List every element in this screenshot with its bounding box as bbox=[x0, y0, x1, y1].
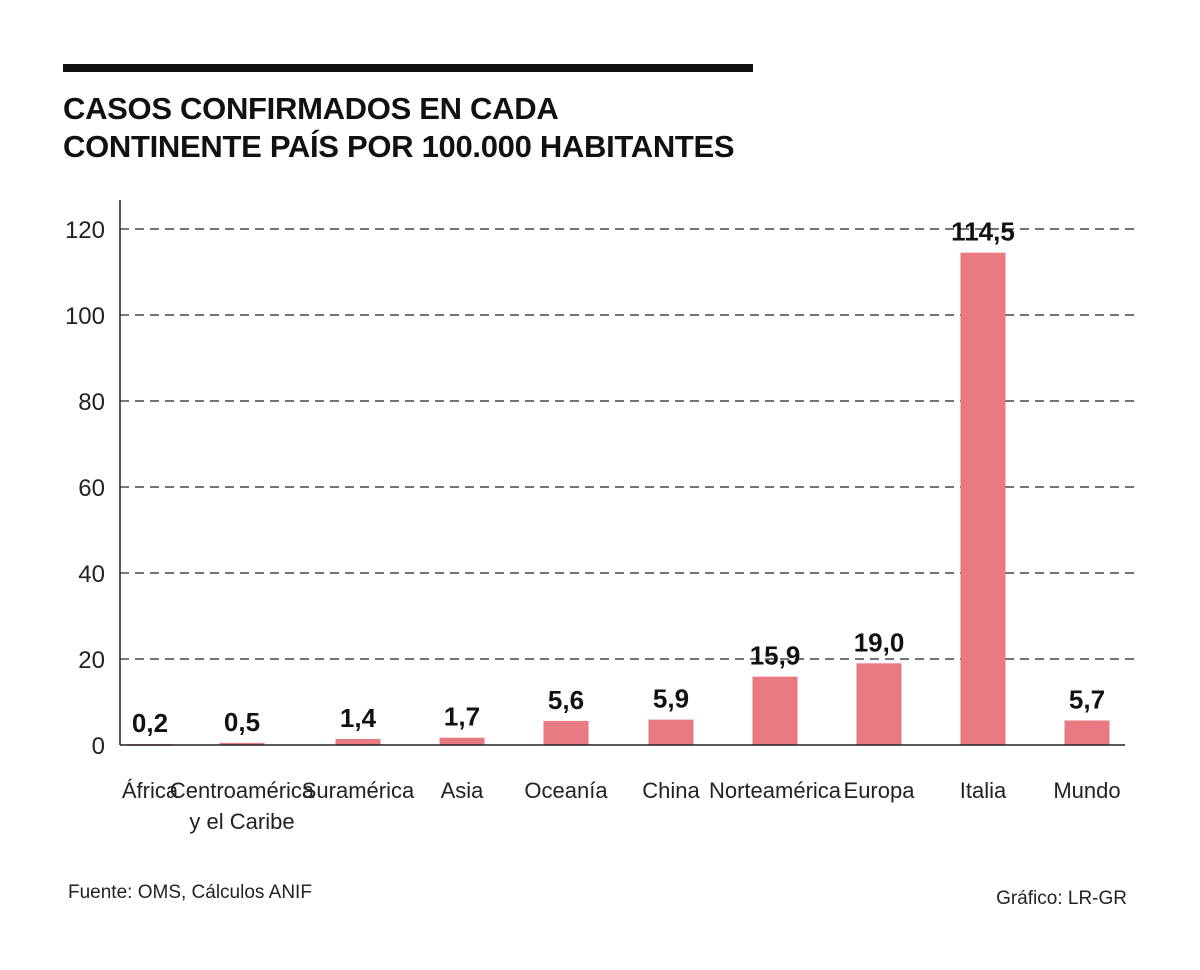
bar bbox=[335, 738, 381, 745]
bar bbox=[543, 720, 589, 745]
x-tick-label: Mundo bbox=[1053, 778, 1120, 803]
bar bbox=[439, 737, 485, 745]
y-tick-label: 120 bbox=[65, 217, 105, 244]
bar bbox=[752, 676, 798, 745]
source-note: Fuente: OMS, Cálculos ANIF bbox=[68, 882, 312, 903]
bar bbox=[219, 742, 265, 745]
x-tick-label: y el Caribe bbox=[189, 809, 294, 834]
data-label: 5,9 bbox=[653, 684, 689, 714]
x-tick-label: Centroamérica bbox=[170, 778, 315, 803]
title-line-2: CONTINENTE PAÍS POR 100.000 HABITANTES bbox=[63, 129, 735, 164]
bar bbox=[1064, 720, 1110, 745]
data-label: 19,0 bbox=[854, 627, 905, 657]
title-line-1: CASOS CONFIRMADOS EN CADA bbox=[63, 91, 559, 126]
y-tick-label: 100 bbox=[65, 303, 105, 330]
chart-title: CASOS CONFIRMADOS EN CADA CONTINENTE PAÍ… bbox=[63, 90, 735, 166]
x-tick-label: África bbox=[122, 778, 179, 803]
bar bbox=[960, 252, 1006, 745]
x-tick-label: Norteamérica bbox=[709, 778, 842, 803]
y-tick-label: 40 bbox=[78, 561, 105, 588]
data-label: 5,6 bbox=[548, 685, 584, 715]
bar bbox=[648, 719, 694, 745]
x-tick-label: Asia bbox=[441, 778, 485, 803]
data-label: 1,4 bbox=[340, 703, 377, 733]
y-tick-label: 60 bbox=[78, 475, 105, 502]
data-label: 0,2 bbox=[132, 708, 168, 738]
x-tick-label: Suramérica bbox=[302, 778, 415, 803]
data-label: 5,7 bbox=[1069, 684, 1105, 714]
x-tick-label: China bbox=[642, 778, 700, 803]
data-label: 0,5 bbox=[224, 707, 260, 737]
x-tick-label: Italia bbox=[960, 778, 1007, 803]
y-tick-label: 80 bbox=[78, 389, 105, 416]
x-tick-label: Oceanía bbox=[524, 778, 608, 803]
data-label: 114,5 bbox=[951, 217, 1015, 247]
y-tick-label: 20 bbox=[78, 647, 105, 674]
title-rule bbox=[63, 64, 753, 72]
credit-note: Gráfico: LR-GR bbox=[996, 888, 1127, 909]
bar bbox=[856, 663, 902, 745]
x-tick-label: Europa bbox=[844, 778, 916, 803]
data-label: 1,7 bbox=[444, 702, 480, 732]
y-tick-label: 0 bbox=[92, 733, 105, 760]
data-label: 15,9 bbox=[750, 641, 801, 671]
